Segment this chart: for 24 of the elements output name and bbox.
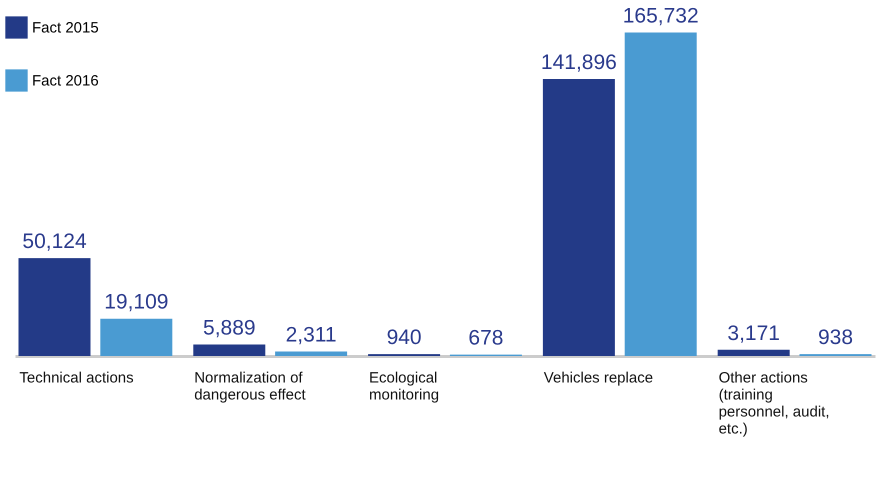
x-tick-label: Vehicles replace bbox=[544, 370, 654, 386]
bar bbox=[718, 350, 790, 356]
bar bbox=[542, 79, 615, 356]
data-label: 678 bbox=[468, 326, 504, 350]
data-label: 141,896 bbox=[540, 51, 617, 74]
data-label: 5,889 bbox=[203, 316, 256, 340]
bar bbox=[18, 258, 90, 356]
bar bbox=[193, 344, 266, 356]
x-tick-label: Ecological monitoring bbox=[369, 370, 440, 404]
bar bbox=[624, 32, 697, 356]
bar bbox=[275, 351, 348, 356]
data-label: 3,171 bbox=[727, 322, 780, 345]
data-label: 2,311 bbox=[286, 323, 337, 346]
data-label: 940 bbox=[386, 326, 422, 350]
x-tick-label: Normalization of dangerous effect bbox=[194, 370, 307, 404]
data-label: 50,124 bbox=[22, 230, 87, 254]
data-label: 938 bbox=[818, 326, 854, 350]
data-label: 19,109 bbox=[104, 290, 168, 314]
data-label: 165,732 bbox=[622, 4, 699, 28]
legend-label: Fact 2016 bbox=[32, 72, 99, 90]
x-tick-label: Other actions (training personnel, audit, etc.) bbox=[718, 370, 830, 438]
bar bbox=[100, 318, 172, 356]
legend-label: Fact 2015 bbox=[32, 20, 99, 36]
x-tick-label: Technical actions bbox=[19, 370, 134, 386]
